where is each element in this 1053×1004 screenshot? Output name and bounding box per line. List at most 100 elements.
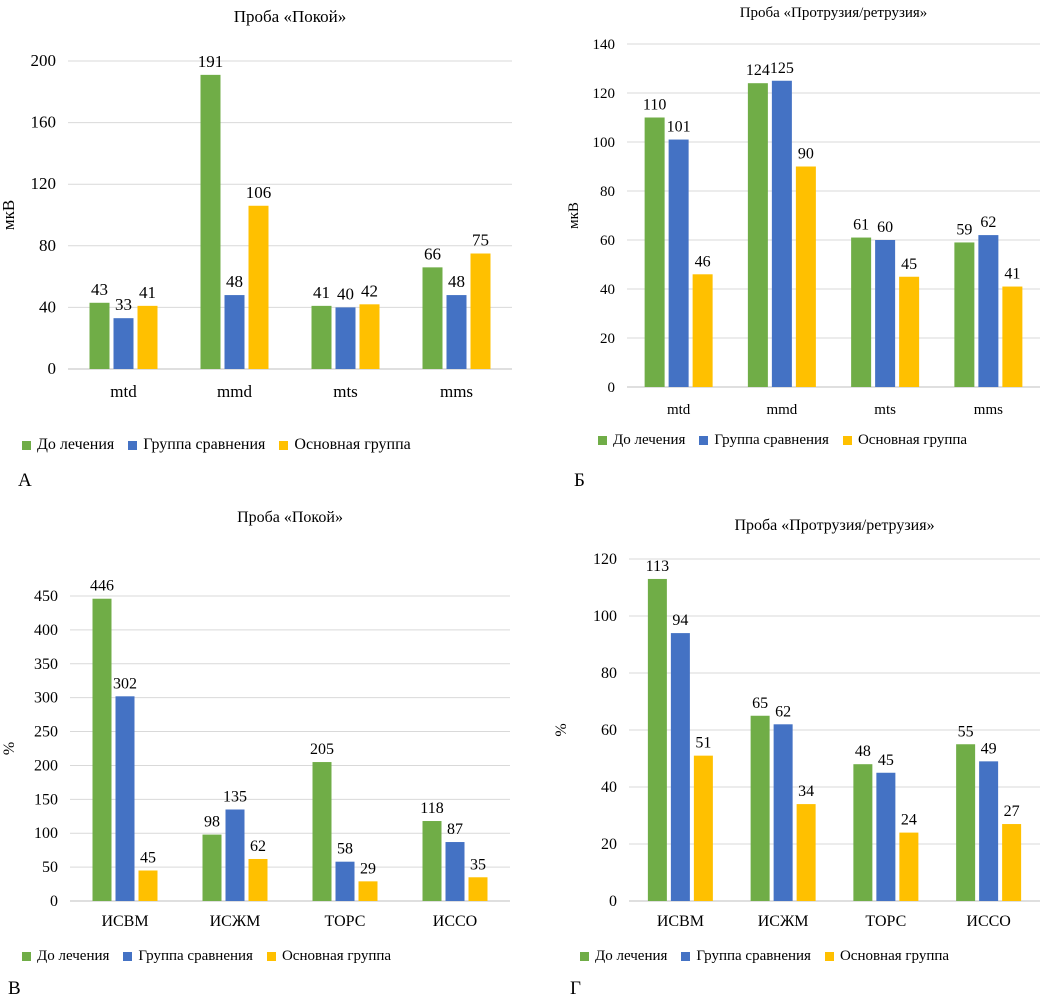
bar [692,274,713,387]
bar [92,598,112,901]
y-tick-label: 0 [609,893,617,910]
x-tick-label: mtd [667,402,691,418]
bar [470,253,491,369]
x-tick-label: ИССО [966,913,1010,930]
bar [137,305,158,369]
bar [312,762,332,901]
legend-swatch [699,436,709,445]
legend-item: Группа сравнения [123,948,253,965]
chart-d-svg: Проба «Протрузия/ретрузия»% 0 20 40 60 80 100 1… [553,517,1040,930]
bar [311,305,332,369]
bar [202,834,222,901]
bar [979,761,999,901]
y-tick-label: 100 [593,135,616,151]
bar [422,821,442,901]
bar [113,318,134,369]
legend-label: До лечения [613,432,686,448]
bar [978,235,999,387]
bar [875,240,896,387]
y-tick-label: 80 [600,184,615,200]
y-tick-label: 450 [34,588,58,605]
data-label: 45 [140,850,156,867]
data-label: 118 [420,800,443,817]
x-tick-label: ТОРС [865,913,906,930]
bar [248,858,268,901]
data-label: 101 [667,119,691,136]
y-tick-label: 120 [593,86,616,102]
legend-swatch [279,440,289,450]
y-axis-label: % [553,723,570,736]
y-tick-label: 200 [31,51,57,70]
data-label: 51 [695,735,711,752]
chart-title: Проба «Протрузия/ретрузия» [734,517,934,534]
bar [668,139,689,387]
panel-letter-b: Б [574,470,585,491]
bar [422,267,443,369]
legend-swatch [128,440,138,450]
y-tick-label: 50 [42,859,58,876]
data-label: 90 [798,146,814,163]
y-tick-label: 120 [593,551,617,568]
y-tick-label: 80 [39,236,56,255]
y-tick-label: 140 [593,37,616,53]
bar [335,307,356,369]
bar [200,74,221,370]
legend-label: Группа сравнения [714,432,829,448]
data-label: 113 [646,558,669,575]
data-label: 110 [643,97,666,114]
data-label: 43 [91,280,108,299]
data-label: 29 [360,860,376,877]
y-tick-label: 0 [48,359,57,378]
chart-panel-c: Проба «Покой»% 0 50 100 150 200 250 300 350 400 45… [0,500,530,1004]
data-label: 302 [113,675,137,692]
y-tick-label: 150 [34,791,58,808]
data-label: 46 [695,253,711,270]
bar [445,842,465,901]
y-tick-label: 0 [608,380,616,396]
chart-title: Проба «Покой» [234,7,347,26]
legend-label: Группа сравнения [696,948,811,964]
data-label: 49 [981,740,997,757]
panel-letter-c: В [8,978,21,999]
x-tick-label: mms [440,382,473,401]
bar [796,804,816,901]
legend-swatch [842,436,852,445]
bar [225,809,245,901]
y-tick-label: 40 [600,282,615,298]
y-axis-label: мкВ [566,202,582,229]
data-label: 62 [250,838,266,855]
data-label: 62 [775,703,791,720]
legend-swatch [22,952,31,961]
legend-item: До лечения [22,436,114,454]
bar [248,205,269,369]
x-tick-label: ТОРС [325,913,366,930]
y-tick-label: 20 [601,836,617,853]
bar [358,881,378,901]
data-label: 65 [752,695,768,712]
x-tick-label: ИСЖМ [758,913,809,930]
data-label: 45 [901,256,917,273]
data-label: 34 [798,783,814,800]
legend-b: До лечения Группа сравнения Основная групп… [598,432,981,449]
bar [899,276,920,387]
legend-item: Группа сравнения [681,948,811,965]
y-tick-label: 40 [39,297,56,316]
y-tick-label: 300 [34,690,58,707]
y-tick-label: 200 [34,757,58,774]
legend-label: Основная группа [281,948,392,964]
y-tick-label: 160 [31,113,57,132]
y-tick-label: 250 [34,724,58,741]
data-label: 41 [139,283,156,302]
chart-panel-b: Проба «Протрузия/ретрузия» мкВ 0 20 40 60 80 10… [540,0,1053,500]
legend-item: Основная группа [842,432,967,449]
data-label: 55 [958,723,974,740]
legend-item: Группа сравнения [128,436,265,454]
bar [853,764,873,901]
legend-swatch [123,952,133,961]
legend-label: Основная группа [839,948,950,964]
y-axis-label: мкВ [0,200,18,230]
chart-c-svg: Проба «Покой»% 0 50 100 150 200 250 300 350 400 45… [1,509,510,930]
legend-d: До лечения Группа сравнения Основная групп… [580,948,963,965]
legend-swatch [22,440,31,450]
data-label: 87 [447,821,463,838]
